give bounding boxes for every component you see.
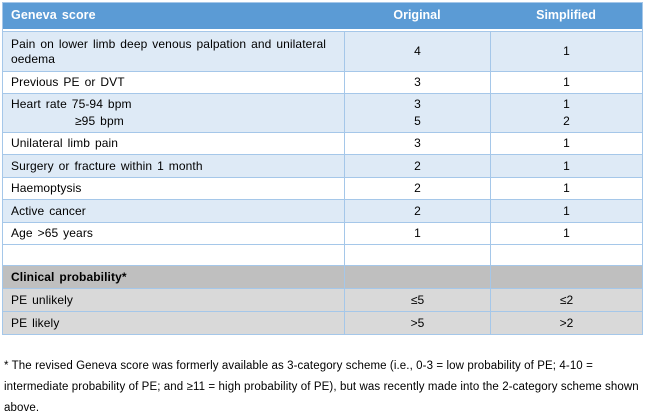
table-header-row: Geneva score Original Simplified [3, 3, 642, 31]
original-score: 4 [344, 32, 490, 71]
simplified-score: 1 [490, 133, 642, 154]
original-score: 3 [344, 133, 490, 154]
simplified-score: 1 [490, 223, 642, 244]
simplified-score: 1 [490, 32, 642, 71]
table-row-active-cancer: Active cancer 2 1 [3, 199, 642, 222]
original-score: 3 [344, 72, 490, 93]
table-row-heart-rate: Heart rate 75-94 bpm ≥95 bpm 3 5 1 2 [3, 93, 642, 132]
header-simplified-column: Simplified [536, 8, 596, 23]
criterion-label: PE likely [11, 315, 60, 330]
original-score: 2 [344, 178, 490, 199]
table-row-previous-pe-dvt: Previous PE or DVT 3 1 [3, 71, 642, 93]
criterion-label: Active cancer [11, 203, 86, 218]
geneva-score-table: Geneva score Original Simplified Pain on… [2, 2, 643, 335]
original-score: ≤5 [344, 289, 490, 311]
table-row-pain-palpation: Pain on lower limb deep venous palpation… [3, 31, 642, 71]
simplified-score: 1 [490, 178, 642, 199]
footnote: * The revised Geneva score was formerly … [4, 360, 639, 412]
criterion-label: Heart rate 75-94 bpm ≥95 bpm [3, 94, 344, 132]
criterion-label: Pain on lower limb deep venous palpation… [11, 36, 327, 66]
original-score-line2: 5 [414, 114, 421, 128]
original-score-line1: 3 [414, 97, 421, 111]
original-score: 3 5 [344, 94, 490, 132]
criterion-label: Haemoptysis [11, 181, 82, 195]
empty-cell [344, 266, 490, 288]
original-score: 2 [344, 200, 490, 222]
criterion-label: Unilateral limb pain [11, 136, 119, 150]
spacer-row [3, 244, 642, 265]
clinical-probability-header-row: Clinical probability* [3, 265, 642, 288]
simplified-score-line1: 1 [563, 97, 570, 111]
simplified-score: ≤2 [490, 289, 642, 311]
original-score: 2 [344, 155, 490, 177]
table-row-pe-unlikely: PE unlikely ≤5 ≤2 [3, 288, 642, 311]
empty-cell [344, 245, 490, 265]
table-row-pe-likely: PE likely >5 >2 [3, 311, 642, 334]
table-row-surgery-fracture: Surgery or fracture within 1 month 2 1 [3, 154, 642, 177]
simplified-score: 1 2 [490, 94, 642, 132]
table-row-unilateral-limb-pain: Unilateral limb pain 3 1 [3, 132, 642, 154]
simplified-score: 1 [490, 155, 642, 177]
criterion-label: PE unlikely [11, 292, 73, 307]
empty-cell [490, 266, 642, 288]
header-original-column: Original [393, 8, 441, 23]
empty-cell [3, 245, 344, 265]
criterion-label: Surgery or fracture within 1 month [11, 158, 203, 173]
heart-rate-line1: Heart rate 75-94 bpm [11, 97, 132, 111]
empty-cell [490, 245, 642, 265]
section-title: Clinical probability* [11, 269, 127, 284]
header-geneva-score: Geneva score [11, 8, 96, 23]
simplified-score: >2 [490, 312, 642, 334]
simplified-score-line2: 2 [563, 114, 570, 128]
table-row-age-65: Age >65 years 1 1 [3, 222, 642, 244]
criterion-label: Age >65 years [11, 226, 94, 240]
original-score: >5 [344, 312, 490, 334]
criterion-label: Previous PE or DVT [11, 75, 125, 89]
original-score: 1 [344, 223, 490, 244]
heart-rate-line2: ≥95 bpm [75, 114, 124, 128]
simplified-score: 1 [490, 200, 642, 222]
simplified-score: 1 [490, 72, 642, 93]
table-row-haemoptysis: Haemoptysis 2 1 [3, 177, 642, 199]
